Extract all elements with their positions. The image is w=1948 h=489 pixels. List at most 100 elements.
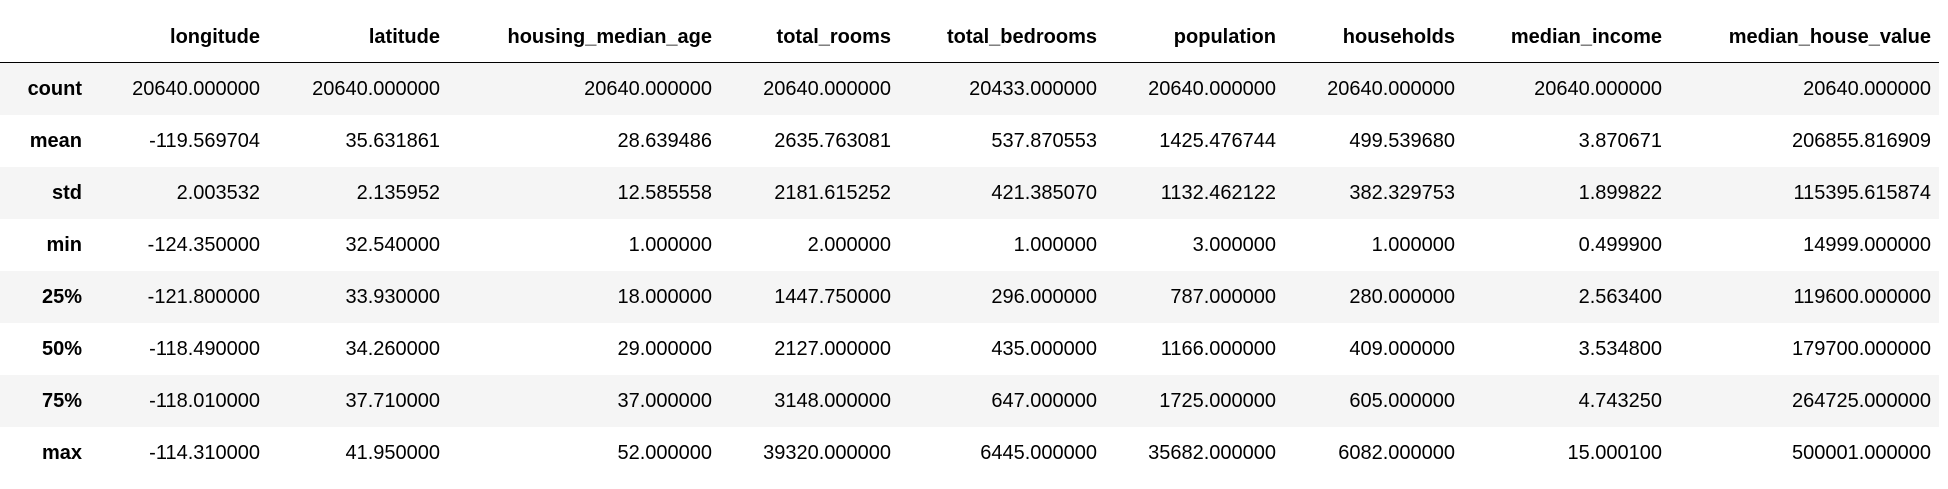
cell: 1425.476744 [1159,129,1276,152]
column-header: population [1105,12,1284,63]
data-row: min -124.350000 32.540000 1.000000 2.000000 1… [0,219,1939,271]
column-header: median_income [1463,12,1670,63]
cell: 787.000000 [1170,285,1276,308]
data-row: std 2.003532 2.135952 12.585558 2181.615252 4… [0,167,1939,219]
table-wrapper: longitude latitude housing_median_age total… [0,12,1939,479]
cell: 2.135952 [356,181,440,204]
cell: -118.490000 [149,337,260,360]
cell: 20640.000000 [584,77,712,100]
cell: 29.000000 [617,337,712,360]
cell: 4.743250 [1578,389,1662,412]
row-index: std [52,181,82,204]
cell: 647.000000 [991,389,1097,412]
column-header: median_house_value [1670,12,1939,63]
column-header: households [1284,12,1463,63]
cell: 20640.000000 [1148,77,1276,100]
cell: 2.003532 [176,181,260,204]
cell: 119600.000000 [1793,285,1931,308]
cell: -119.569704 [149,129,260,152]
cell: 20433.000000 [969,77,1097,100]
cell: 39320.000000 [763,441,891,464]
cell: 1166.000000 [1160,337,1276,360]
data-row: count 20640.000000 20640.000000 20640.00000… [0,62,1939,115]
cell: 33.930000 [345,285,440,308]
cell: 32.540000 [345,233,440,256]
column-header: total_rooms [720,12,899,63]
cell: 1447.750000 [774,285,891,308]
cell: 34.260000 [345,337,440,360]
cell: 20640.000000 [312,77,440,100]
cell: 421.385070 [991,181,1097,204]
cell: 280.000000 [1349,285,1455,308]
cell: 35.631861 [345,129,440,152]
cell: 1.899822 [1578,181,1662,204]
cell: 37.710000 [345,389,440,412]
cell: 3148.000000 [774,389,891,412]
corner-cell [0,12,90,63]
cell: 605.000000 [1349,389,1455,412]
cell: 115395.615874 [1793,181,1931,204]
cell: 537.870553 [991,129,1097,152]
row-index: mean [29,129,82,152]
cell: 0.499900 [1578,233,1662,256]
cell: 2635.763081 [774,129,891,152]
cell: 15.000100 [1567,441,1662,464]
cell: 1.000000 [1013,233,1097,256]
column-header: latitude [268,12,448,63]
row-index: max [41,441,82,464]
cell: 20640.000000 [1327,77,1455,100]
cell: 20640.000000 [132,77,260,100]
cell: 35682.000000 [1148,441,1276,464]
column-header: housing_median_age [448,12,720,63]
cell: 12.585558 [617,181,712,204]
cell: 52.000000 [617,441,712,464]
header-row: longitude latitude housing_median_age total… [0,12,1939,63]
cell: 3.000000 [1192,233,1276,256]
data-row: max -114.310000 41.950000 52.000000 39320.00… [0,427,1939,479]
cell: 3.870671 [1578,129,1662,152]
cell: -124.350000 [147,233,260,256]
cell: 2181.615252 [774,181,891,204]
cell: 28.639486 [617,129,712,152]
cell: 37.000000 [617,389,712,412]
data-row: 50% -118.490000 34.260000 29.000000 2127.000… [0,323,1939,375]
row-index: 25% [41,285,82,308]
cell: 206855.816909 [1791,129,1931,152]
row-index: 75% [41,389,82,412]
cell: -114.310000 [149,441,260,464]
cell: 20640.000000 [763,77,891,100]
data-row: 75% -118.010000 37.710000 37.000000 3148.000… [0,375,1939,427]
data-row: mean -119.569704 35.631861 28.639486 2635.76… [0,115,1939,167]
row-index: 50% [41,337,82,360]
column-header: longitude [90,12,268,63]
cell: 18.000000 [617,285,712,308]
cell: 382.329753 [1349,181,1455,204]
cell: 296.000000 [991,285,1097,308]
cell: 14999.000000 [1803,233,1931,256]
cell: 2127.000000 [774,337,891,360]
cell: -121.800000 [147,285,260,308]
row-index: min [46,233,82,256]
dataframe-table: longitude latitude housing_median_age total… [0,12,1939,479]
cell: 41.950000 [345,441,440,464]
cell: 179700.000000 [1791,337,1931,360]
cell: 20640.000000 [1803,77,1931,100]
cell: 409.000000 [1349,337,1455,360]
cell: 3.534800 [1578,337,1662,360]
column-header: total_bedrooms [899,12,1105,63]
cell: -118.010000 [149,389,260,412]
cell: 6445.000000 [980,441,1097,464]
cell: 6082.000000 [1338,441,1455,464]
data-row: 25% -121.800000 33.930000 18.000000 1447.750… [0,271,1939,323]
cell: 1132.462122 [1160,181,1276,204]
cell: 2.563400 [1578,285,1662,308]
cell: 20640.000000 [1534,77,1662,100]
row-index: count [27,77,82,100]
cell: 1.000000 [1371,233,1455,256]
cell: 500001.000000 [1791,441,1931,464]
cell: 264725.000000 [1791,389,1931,412]
cell: 1725.000000 [1159,389,1276,412]
cell: 1.000000 [628,233,712,256]
cell: 435.000000 [991,337,1097,360]
